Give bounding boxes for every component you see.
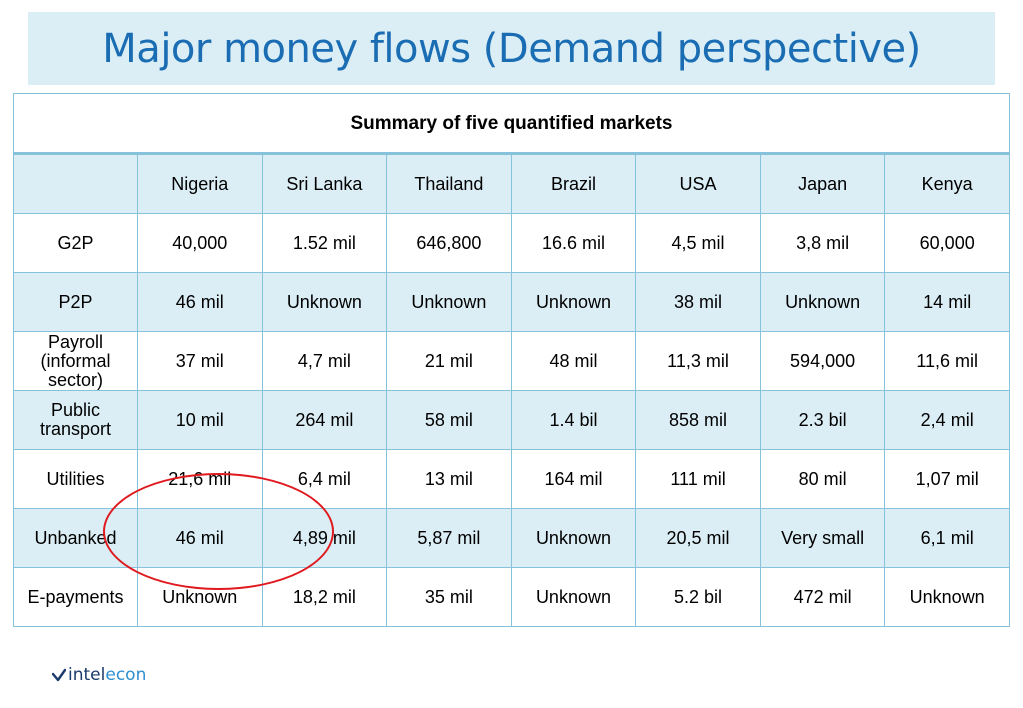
table-row: Unbanked 46 mil 4,89 mil 5,87 mil Unknow…	[13, 508, 1010, 568]
table-cell: 5.2 bil	[635, 567, 761, 627]
table-cell: 1.52 mil	[261, 213, 388, 273]
intelecon-logo: intel econ	[52, 665, 146, 685]
table-cell: 858 mil	[635, 390, 761, 450]
table-cell: 20,5 mil	[635, 508, 761, 568]
header-row: Nigeria Sri Lanka Thailand Brazil USA Ja…	[13, 153, 1010, 214]
table-cell: 1.4 bil	[510, 390, 637, 450]
table-cell: 164 mil	[510, 449, 637, 509]
table-cell: 264 mil	[261, 390, 388, 450]
table-cell: Unknown	[510, 508, 637, 568]
table-cell: 14 mil	[884, 272, 1010, 332]
row-label: Payroll (informal sector)	[13, 331, 138, 391]
table-cell: 594,000	[759, 331, 886, 391]
row-label: G2P	[13, 213, 138, 273]
slide-title: Major money flows (Demand perspective)	[102, 25, 921, 72]
column-header: Brazil	[510, 153, 637, 214]
logo-text-part2: econ	[105, 665, 147, 685]
row-label: Unbanked	[13, 508, 138, 568]
table-cell: 38 mil	[635, 272, 761, 332]
table-cell: 46 mil	[137, 508, 263, 568]
title-bar: Major money flows (Demand perspective)	[28, 12, 995, 85]
table-cell: 21 mil	[386, 331, 512, 391]
table-cell: Unknown	[510, 567, 637, 627]
table-cell: 646,800	[386, 213, 512, 273]
column-header: Sri Lanka	[261, 153, 388, 214]
table-cell: 18,2 mil	[261, 567, 388, 627]
table-cell: 16.6 mil	[510, 213, 637, 273]
table-cell: Unknown	[386, 272, 512, 332]
table-row: Public transport 10 mil 264 mil 58 mil 1…	[13, 390, 1010, 450]
row-label: Utilities	[13, 449, 138, 509]
table-cell: Unknown	[510, 272, 637, 332]
table-cell: 35 mil	[386, 567, 512, 627]
table-cell: 80 mil	[759, 449, 886, 509]
column-header: Thailand	[386, 153, 512, 214]
table-cell: Unknown	[137, 567, 263, 627]
table-caption: Summary of five quantified markets	[13, 93, 1010, 155]
row-label: E-payments	[13, 567, 138, 627]
table-cell: Very small	[759, 508, 886, 568]
table-cell: 60,000	[884, 213, 1010, 273]
corner-cell	[13, 153, 138, 214]
column-header: Kenya	[884, 153, 1010, 214]
table-cell: 5,87 mil	[386, 508, 512, 568]
table-cell: 1,07 mil	[884, 449, 1010, 509]
table-cell: 11,3 mil	[635, 331, 761, 391]
table-cell: 111 mil	[635, 449, 761, 509]
table-cell: Unknown	[759, 272, 886, 332]
column-header: USA	[635, 153, 761, 214]
table-cell: 13 mil	[386, 449, 512, 509]
table-cell: 3,8 mil	[759, 213, 886, 273]
table-cell: Unknown	[884, 567, 1010, 627]
table-caption-row: Summary of five quantified markets	[13, 93, 1010, 155]
chevron-check-icon	[52, 668, 66, 682]
table-cell: 472 mil	[759, 567, 886, 627]
table-row: Payroll (informal sector) 37 mil 4,7 mil…	[13, 331, 1010, 391]
table-cell: 4,7 mil	[261, 331, 388, 391]
table-cell: 11,6 mil	[884, 331, 1010, 391]
table-cell: 2.3 bil	[759, 390, 886, 450]
table-cell: 46 mil	[137, 272, 263, 332]
table-cell: 6,1 mil	[884, 508, 1010, 568]
row-label: P2P	[13, 272, 138, 332]
table-cell: Unknown	[261, 272, 388, 332]
column-header: Japan	[759, 153, 886, 214]
row-label: Public transport	[13, 390, 138, 450]
table-cell: 6,4 mil	[261, 449, 388, 509]
table-cell: 37 mil	[137, 331, 263, 391]
column-header: Nigeria	[137, 153, 263, 214]
table-row: E-payments Unknown 18,2 mil 35 mil Unkno…	[13, 567, 1010, 627]
table-row: P2P 46 mil Unknown Unknown Unknown 38 mi…	[13, 272, 1010, 332]
table-cell: 58 mil	[386, 390, 512, 450]
table-cell: 21,6 mil	[137, 449, 263, 509]
table-row: Utilities 21,6 mil 6,4 mil 13 mil 164 mi…	[13, 449, 1010, 509]
table-cell: 40,000	[137, 213, 263, 273]
table-cell: 48 mil	[510, 331, 637, 391]
table-cell: 4,5 mil	[635, 213, 761, 273]
table-cell: 4,89 mil	[261, 508, 388, 568]
summary-table: Summary of five quantified markets Niger…	[13, 93, 1010, 627]
logo-text-part1: intel	[68, 665, 106, 685]
table-cell: 2,4 mil	[884, 390, 1010, 450]
table-row: G2P 40,000 1.52 mil 646,800 16.6 mil 4,5…	[13, 213, 1010, 273]
table-cell: 10 mil	[137, 390, 263, 450]
